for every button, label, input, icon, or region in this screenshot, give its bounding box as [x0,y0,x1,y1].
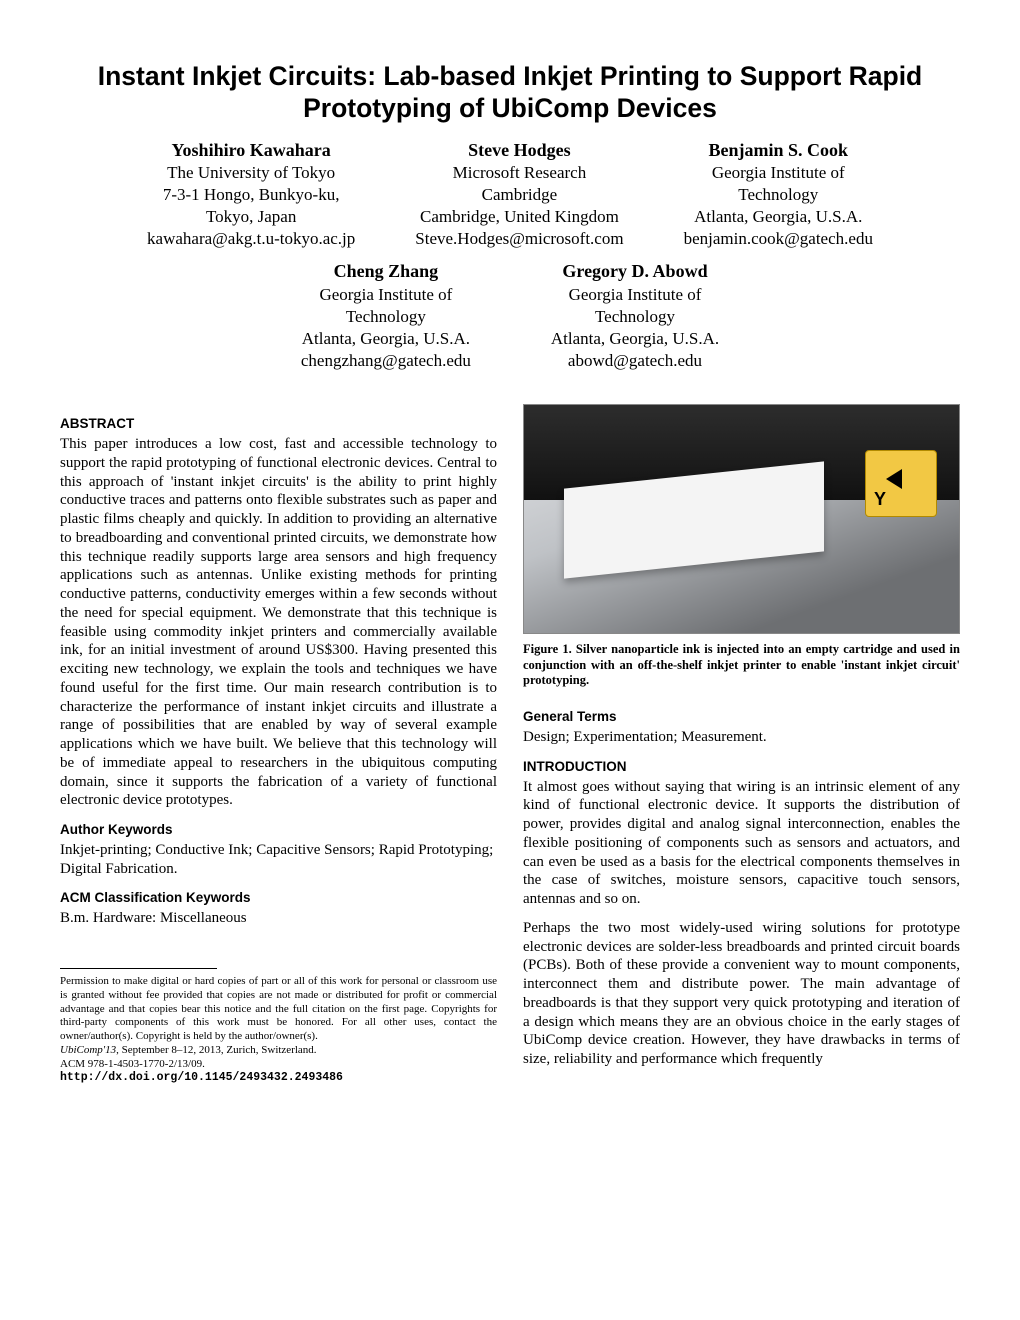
author-affil: Georgia Institute of [684,162,873,184]
author-name: Cheng Zhang [301,260,471,283]
author-name: Steve Hodges [415,139,623,162]
author-affil: Atlanta, Georgia, U.S.A. [551,328,719,350]
author-email: abowd@gatech.edu [551,350,719,372]
introduction-heading: INTRODUCTION [523,759,960,776]
conference-name: UbiComp'13 [60,1044,116,1056]
author-email: Steve.Hodges@microsoft.com [415,228,623,250]
general-terms-heading: General Terms [523,709,960,726]
author-block: Steve Hodges Microsoft Research Cambridg… [415,139,623,251]
figure-1-image [523,404,960,634]
author-email: kawahara@akg.t.u-tokyo.ac.jp [147,228,355,250]
permission-block: Permission to make digital or hard copie… [60,975,497,1086]
intro-para-2: Perhaps the two most widely-used wiring … [523,919,960,1069]
acm-isbn: ACM 978-1-4503-1770-2/13/09. [60,1058,205,1070]
general-terms-text: Design; Experimentation; Measurement. [523,728,960,747]
author-affil: The University of Tokyo [147,162,355,184]
author-affil: Atlanta, Georgia, U.S.A. [301,328,471,350]
acm-class-heading: ACM Classification Keywords [60,890,497,907]
author-block: Cheng Zhang Georgia Institute of Technol… [301,260,471,372]
abstract-text: This paper introduces a low cost, fast a… [60,435,497,810]
author-name: Gregory D. Abowd [551,260,719,283]
acm-class-text: B.m. Hardware: Miscellaneous [60,909,497,928]
author-affil: Tokyo, Japan [147,206,355,228]
author-affil: Microsoft Research [415,162,623,184]
doi-link[interactable]: http://dx.doi.org/10.1145/2493432.249348… [60,1071,343,1084]
paper-title: Instant Inkjet Circuits: Lab-based Inkje… [60,60,960,125]
author-affil: Cambridge [415,184,623,206]
author-affil: Technology [684,184,873,206]
cartridge-shape [865,450,937,517]
author-email: chengzhang@gatech.edu [301,350,471,372]
author-affil: Georgia Institute of [301,284,471,306]
authors-row-top: Yoshihiro Kawahara The University of Tok… [60,139,960,251]
author-block: Benjamin S. Cook Georgia Institute of Te… [684,139,873,251]
footnote-rule [60,968,217,969]
intro-para-1: It almost goes without saying that wirin… [523,778,960,909]
author-name: Benjamin S. Cook [684,139,873,162]
arrow-icon [886,469,902,489]
two-column-body: ABSTRACT This paper introduces a low cos… [60,404,960,1086]
author-email: benjamin.cook@gatech.edu [684,228,873,250]
author-affil: Technology [551,306,719,328]
right-column: Figure 1. Silver nanoparticle ink is inj… [523,404,960,1086]
author-affil: Atlanta, Georgia, U.S.A. [684,206,873,228]
author-block: Gregory D. Abowd Georgia Institute of Te… [551,260,719,372]
author-affil: Cambridge, United Kingdom [415,206,623,228]
author-keywords-text: Inkjet-printing; Conductive Ink; Capacit… [60,841,497,879]
author-keywords-heading: Author Keywords [60,822,497,839]
conference-rest: , September 8–12, 2013, Zurich, Switzerl… [116,1044,316,1056]
author-affil: Georgia Institute of [551,284,719,306]
authors-row-bottom: Cheng Zhang Georgia Institute of Technol… [60,260,960,372]
author-name: Yoshihiro Kawahara [147,139,355,162]
figure-1-caption: Figure 1. Silver nanoparticle ink is inj… [523,642,960,689]
author-affil: 7-3-1 Hongo, Bunkyo-ku, [147,184,355,206]
permission-text: Permission to make digital or hard copie… [60,975,497,1042]
left-column: ABSTRACT This paper introduces a low cos… [60,404,497,1086]
abstract-heading: ABSTRACT [60,416,497,433]
author-affil: Technology [301,306,471,328]
author-block: Yoshihiro Kawahara The University of Tok… [147,139,355,251]
